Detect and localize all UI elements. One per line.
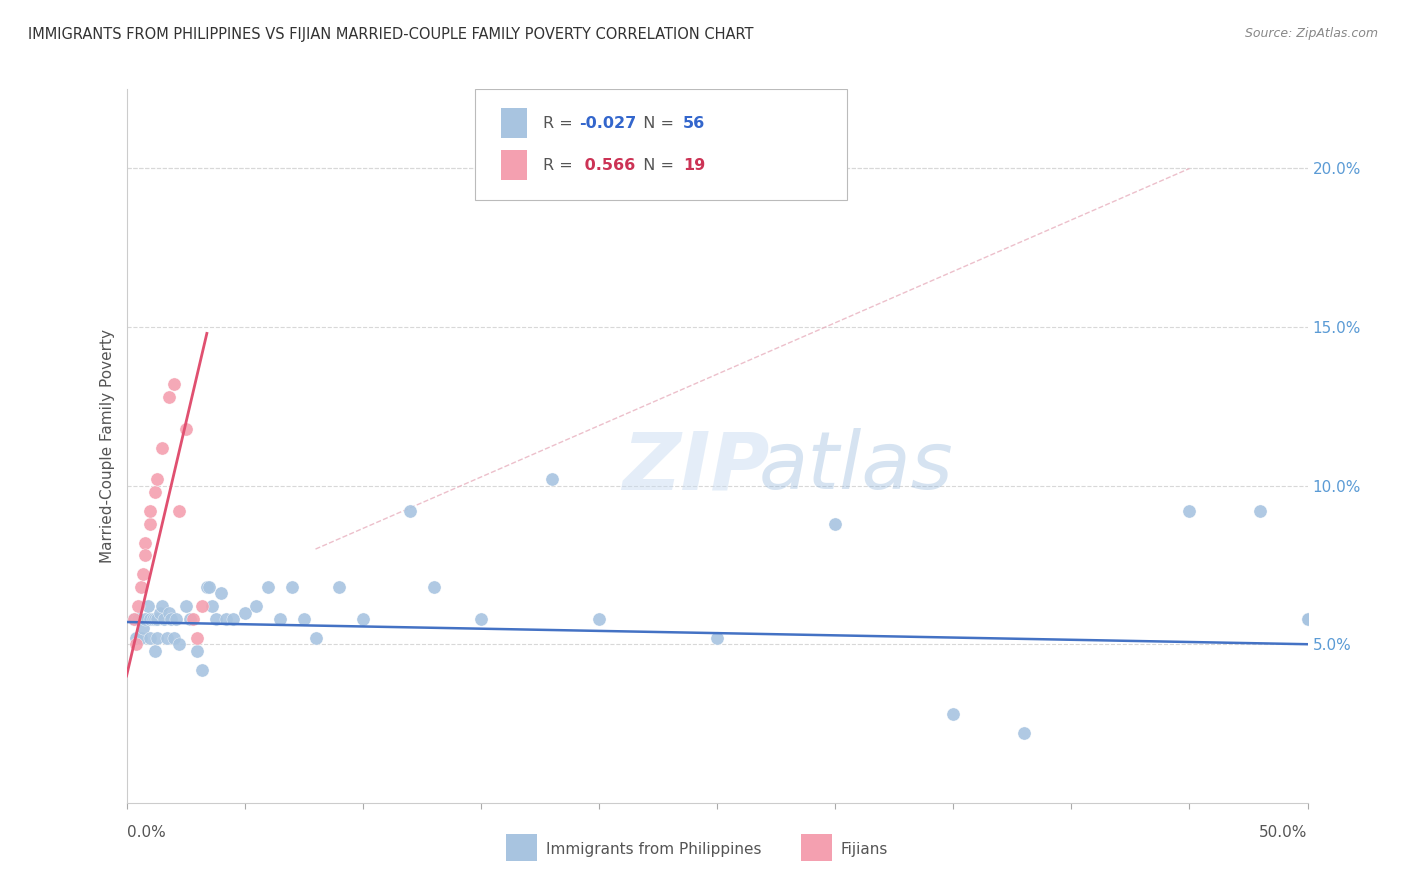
Text: R =: R = xyxy=(544,158,578,173)
Point xyxy=(129,631,152,645)
Point xyxy=(588,612,610,626)
FancyBboxPatch shape xyxy=(475,89,846,200)
Text: 0.566: 0.566 xyxy=(579,158,636,173)
Point xyxy=(942,706,965,721)
Point xyxy=(134,549,156,563)
Point xyxy=(143,643,166,657)
Point xyxy=(165,612,187,626)
Point xyxy=(167,504,190,518)
Point xyxy=(146,612,169,626)
Point xyxy=(540,472,562,486)
Text: ZIP: ZIP xyxy=(623,428,770,507)
Point xyxy=(132,621,155,635)
Point xyxy=(422,580,444,594)
Point xyxy=(139,612,162,626)
Point xyxy=(167,637,190,651)
Point xyxy=(153,612,176,626)
Point xyxy=(245,599,267,614)
Point xyxy=(160,612,183,626)
Point xyxy=(257,580,280,594)
Point xyxy=(174,421,197,435)
Point xyxy=(233,606,256,620)
Point xyxy=(181,612,204,626)
Point xyxy=(706,631,728,645)
Point xyxy=(132,567,155,582)
Point xyxy=(215,612,238,626)
FancyBboxPatch shape xyxy=(501,150,527,180)
Point xyxy=(191,599,214,614)
Point xyxy=(1296,612,1319,626)
Point xyxy=(139,516,162,531)
Point xyxy=(200,599,222,614)
Point xyxy=(122,612,145,626)
Point xyxy=(195,580,218,594)
Point xyxy=(157,606,180,620)
Text: Source: ZipAtlas.com: Source: ZipAtlas.com xyxy=(1244,27,1378,40)
Point xyxy=(163,377,186,392)
Text: Fijians: Fijians xyxy=(841,842,889,856)
Point xyxy=(186,643,208,657)
FancyBboxPatch shape xyxy=(501,108,527,137)
Point xyxy=(1178,504,1201,518)
Point xyxy=(127,612,149,626)
Point xyxy=(209,586,232,600)
Text: Immigrants from Philippines: Immigrants from Philippines xyxy=(546,842,761,856)
Point xyxy=(139,504,162,518)
Point xyxy=(304,631,326,645)
Point xyxy=(129,580,152,594)
Text: 56: 56 xyxy=(683,116,704,131)
Text: 19: 19 xyxy=(683,158,704,173)
Text: R =: R = xyxy=(544,116,578,131)
Point xyxy=(1296,612,1319,626)
Text: atlas: atlas xyxy=(758,428,953,507)
Point xyxy=(191,663,214,677)
Point xyxy=(824,516,846,531)
Text: -0.027: -0.027 xyxy=(579,116,636,131)
Point xyxy=(139,631,162,645)
Point xyxy=(1012,726,1035,740)
Point xyxy=(134,535,156,549)
Point xyxy=(143,612,166,626)
Point xyxy=(292,612,315,626)
Point xyxy=(141,612,163,626)
Point xyxy=(269,612,291,626)
Point xyxy=(150,599,173,614)
Point xyxy=(352,612,374,626)
Point xyxy=(328,580,350,594)
Point xyxy=(186,631,208,645)
Point xyxy=(205,612,228,626)
Point xyxy=(127,599,149,614)
Point xyxy=(125,637,148,651)
Point xyxy=(222,612,245,626)
Point xyxy=(122,612,145,626)
Point xyxy=(146,631,169,645)
Y-axis label: Married-Couple Family Poverty: Married-Couple Family Poverty xyxy=(100,329,115,563)
Point xyxy=(134,612,156,626)
Point xyxy=(198,580,221,594)
Text: N =: N = xyxy=(633,158,679,173)
Point xyxy=(399,504,422,518)
Point xyxy=(156,631,179,645)
Text: N =: N = xyxy=(633,116,679,131)
Point xyxy=(149,606,172,620)
Point xyxy=(179,612,201,626)
Point xyxy=(174,599,197,614)
Point xyxy=(143,485,166,500)
Point xyxy=(163,631,186,645)
Point xyxy=(125,631,148,645)
Text: IMMIGRANTS FROM PHILIPPINES VS FIJIAN MARRIED-COUPLE FAMILY POVERTY CORRELATION : IMMIGRANTS FROM PHILIPPINES VS FIJIAN MA… xyxy=(28,27,754,42)
Point xyxy=(146,472,169,486)
Point xyxy=(1249,504,1271,518)
Text: 50.0%: 50.0% xyxy=(1260,825,1308,840)
Point xyxy=(150,441,173,455)
Point xyxy=(470,612,492,626)
Point xyxy=(136,599,159,614)
Point xyxy=(157,390,180,404)
Point xyxy=(281,580,304,594)
Text: 0.0%: 0.0% xyxy=(127,825,166,840)
